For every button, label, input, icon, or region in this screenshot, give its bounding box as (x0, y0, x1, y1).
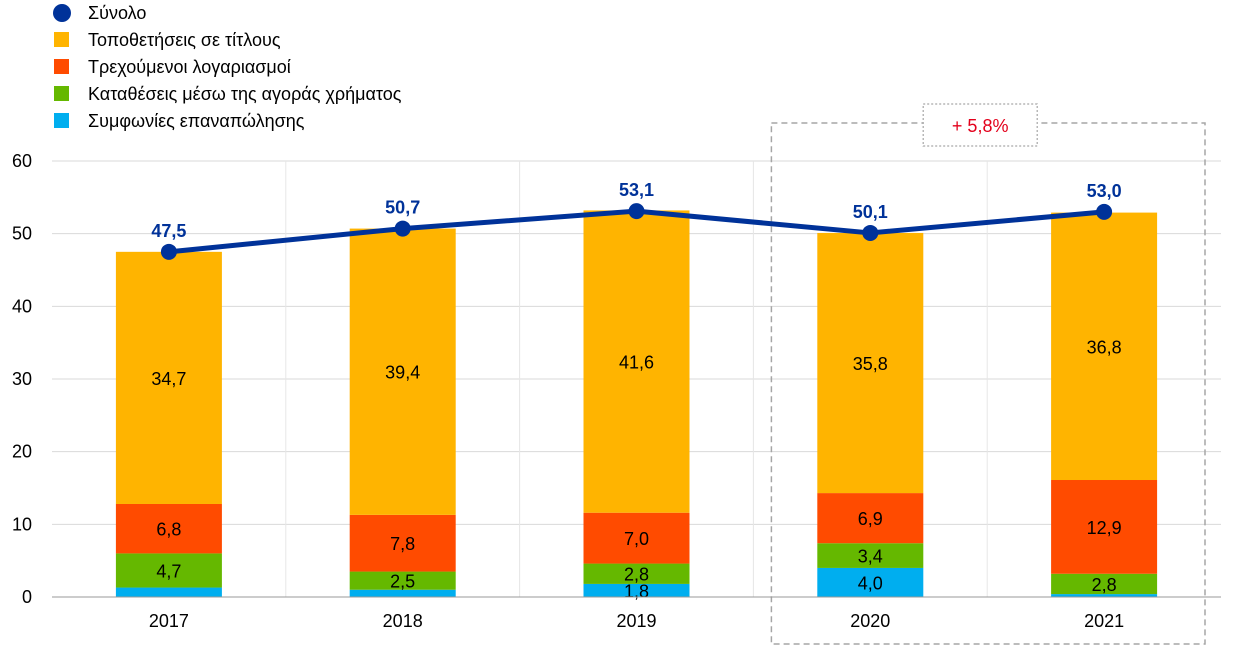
y-tick-label-10: 10 (12, 514, 32, 534)
bar-2018-series-2 (349, 514, 456, 572)
axes: 0 10 20 30 40 50 60 2017 2018 2019 2020 2021 (12, 151, 1221, 631)
bar-2017-series-2 (115, 503, 222, 554)
y-tick-label-50: 50 (12, 224, 32, 244)
bar-label-2018-series-2: 7,8 (390, 534, 415, 554)
legend-swatch-1 (54, 32, 69, 47)
y-tick-label-20: 20 (12, 442, 32, 462)
bar-label-2019-series-1: 2,8 (624, 565, 649, 585)
bar-label-2019-series-0: 1,8 (624, 581, 649, 601)
bar-label-2019-series-2: 7,0 (624, 529, 649, 549)
bar-label-2020-series-0: 4,0 (858, 573, 883, 593)
y-tick-label-0: 0 (22, 587, 32, 607)
total-label-2021: 53,0 (1087, 181, 1122, 201)
legend-label-4: Συμφωνίες επαναπώλησης (88, 111, 305, 131)
bar-label-2020-series-2: 6,9 (858, 509, 883, 529)
bar-label-2019-series-3: 41,6 (619, 353, 654, 373)
x-tick-label-2018: 2018 (383, 611, 423, 631)
bar-2017-series-1 (115, 553, 222, 588)
total-label-2019: 53,1 (619, 180, 654, 200)
bar-2019-series-1 (583, 563, 690, 584)
bar-2021-series-3 (1051, 212, 1158, 481)
total-point-2018 (394, 220, 411, 237)
bar-label-2017-series-1: 4,7 (156, 561, 181, 581)
annotation-dashed-box (770, 122, 1206, 645)
y-tick-label-40: 40 (12, 296, 32, 316)
total-label-2020: 50,1 (853, 202, 888, 222)
bar-2020-series-2 (817, 493, 924, 544)
legend-swatch-4 (54, 113, 69, 128)
bar-label-2020-series-1: 3,4 (858, 547, 883, 567)
bar-2019-series-3 (583, 210, 690, 513)
bar-2019-series-0 (583, 583, 690, 597)
growth-annotation: + 5,8% (770, 103, 1206, 645)
total-label-2017: 47,5 (151, 221, 186, 241)
bar-2017-series-3 (115, 251, 222, 504)
total-label-2018: 50,7 (385, 198, 420, 218)
bar-2021-series-0 (1051, 594, 1158, 597)
bar-label-2021-series-2: 12,9 (1087, 518, 1122, 538)
bar-2019-series-2 (583, 512, 690, 564)
legend-label-0: Σύνολο (88, 3, 146, 23)
bar-label-2020-series-3: 35,8 (853, 354, 888, 374)
x-tick-label-2017: 2017 (149, 611, 189, 631)
bar-label-2021-series-3: 36,8 (1087, 337, 1122, 357)
bar-2018-series-3 (349, 228, 456, 515)
bar-2017-series-0 (115, 587, 222, 597)
annotation-label-box (922, 103, 1038, 147)
x-tick-label-2020: 2020 (850, 611, 890, 631)
x-tick-label-2019: 2019 (616, 611, 656, 631)
bar-2020-series-1 (817, 543, 924, 568)
total-point-2020 (862, 224, 879, 241)
bars: 4,76,834,72,57,839,41,82,87,041,64,03,46… (115, 210, 1158, 601)
x-tick-label-2021: 2021 (1084, 611, 1124, 631)
total-point-2019 (628, 203, 645, 220)
total-point-2021 (1096, 203, 1113, 220)
bar-2020-series-3 (817, 232, 924, 494)
legend-label-1: Τοποθετήσεις σε τίτλους (88, 30, 281, 50)
legend-swatch-3 (54, 86, 69, 101)
bar-2021-series-1 (1051, 573, 1158, 595)
annotation-label: + 5,8% (952, 116, 1009, 136)
legend-label-2: Τρεχούμενοι λογαριασμοί (88, 57, 291, 77)
y-tick-label-30: 30 (12, 369, 32, 389)
legend-swatch-2 (54, 59, 69, 74)
total-point-2017 (160, 243, 177, 260)
bar-label-2017-series-3: 34,7 (151, 369, 186, 389)
bar-2018-series-1 (349, 571, 456, 590)
bar-2020-series-0 (817, 567, 924, 597)
bar-2018-series-0 (349, 589, 456, 597)
bar-label-2018-series-1: 2,5 (390, 572, 415, 592)
legend-label-3: Καταθέσεις μέσω της αγοράς χρήματος (88, 84, 402, 104)
total-line: 47,5 50,7 53,1 50,1 53,0 (151, 180, 1122, 260)
bar-label-2018-series-3: 39,4 (385, 363, 420, 383)
bar-label-2021-series-1: 2,8 (1092, 575, 1117, 595)
y-tick-label-60: 60 (12, 151, 32, 171)
bar-label-2017-series-2: 6,8 (156, 520, 181, 540)
legend: Σύνολο Τοποθετήσεις σε τίτλους Τρεχούμενοι… (53, 3, 402, 131)
legend-marker-total (53, 4, 71, 22)
bar-2021-series-2 (1051, 480, 1158, 574)
